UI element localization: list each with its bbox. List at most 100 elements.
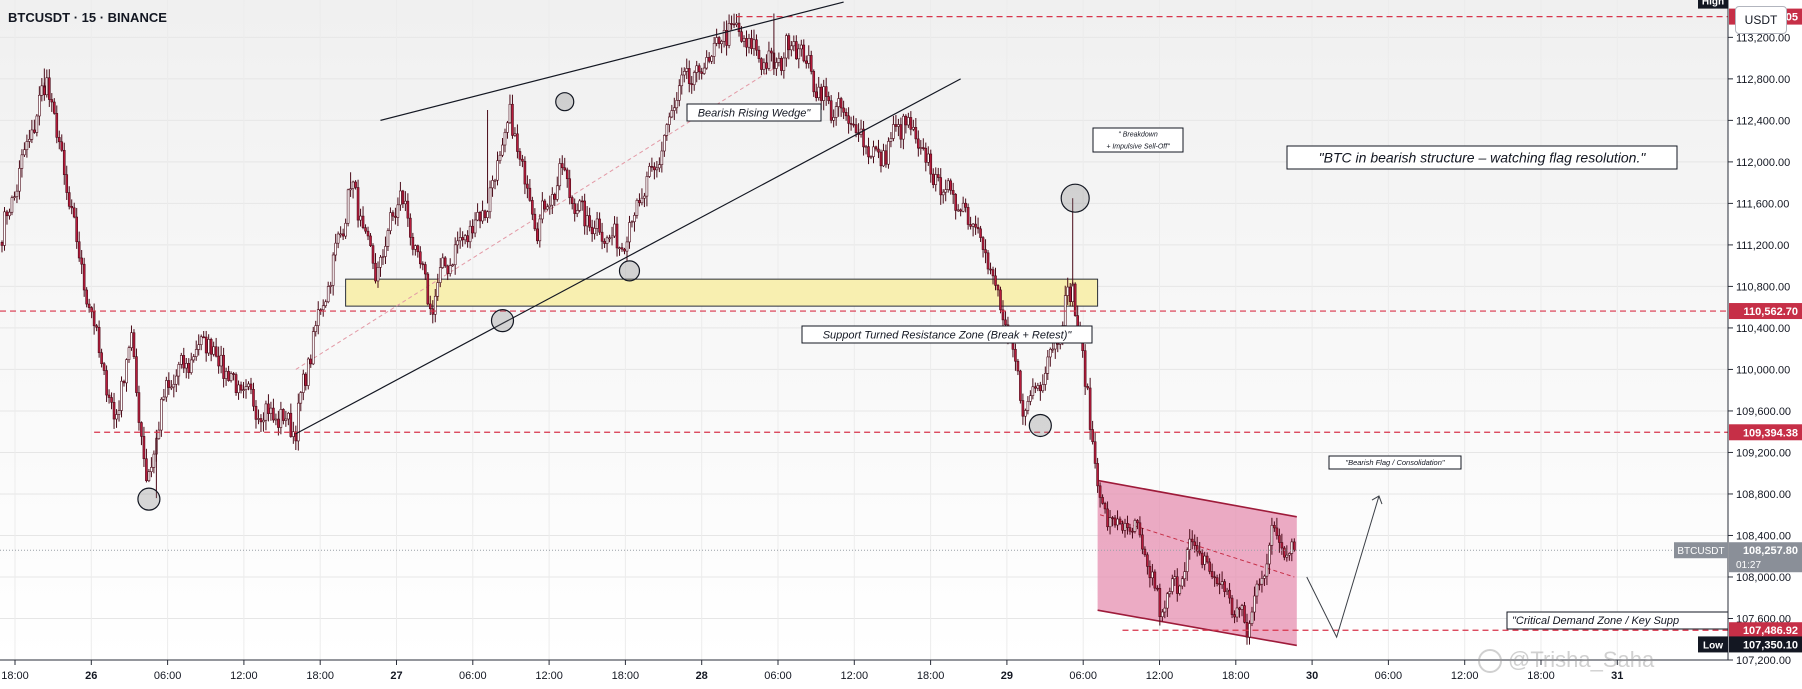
headline-label-text: "BTC in bearish structure – watching fla… [1319, 149, 1647, 165]
candle-body [570, 197, 574, 205]
candle-body [802, 44, 806, 62]
candle-body [660, 150, 664, 165]
candle-body [90, 307, 93, 313]
candle-body [971, 223, 975, 227]
candle-body [812, 71, 816, 93]
candle-body [1029, 395, 1032, 402]
candle-body [1151, 571, 1154, 579]
candle-body [97, 326, 101, 354]
candle-body [949, 180, 952, 191]
flag-upper-line [1097, 479, 1297, 518]
wedge-label-text: Bearish Rising Wedge" [698, 107, 812, 119]
candle-body [737, 22, 741, 33]
candle-body [817, 86, 821, 98]
candle-body [25, 141, 29, 151]
x-tick-label: 12:00 [841, 670, 869, 682]
zone-label-text: Support Turned Resistance Zone (Break + … [823, 329, 1073, 341]
candle-body [503, 132, 507, 146]
y-tick-label: 111,600.00 [1736, 198, 1789, 210]
candle-body [961, 202, 965, 212]
candle-body [152, 453, 156, 468]
candle-body [100, 352, 103, 364]
price-axis[interactable] [1728, 0, 1802, 689]
currency-button[interactable]: USDT [1735, 6, 1787, 34]
candle-body [282, 409, 285, 421]
candle-body [655, 167, 659, 171]
candle-body [553, 194, 557, 200]
candle-body [137, 392, 141, 423]
candle-body [732, 23, 736, 26]
candle-body [102, 363, 106, 371]
candle-body [364, 227, 367, 232]
candle-body [391, 212, 395, 217]
candle-body [650, 166, 654, 168]
candle-body [1168, 591, 1172, 595]
candle-body [1136, 520, 1139, 524]
wedge-label-box [686, 103, 822, 122]
candle-body [1233, 614, 1236, 618]
candle-body [623, 248, 626, 252]
candle-body [872, 146, 875, 157]
candle-body [824, 86, 828, 97]
candle-body [1171, 578, 1174, 592]
headline-label: "BTC in bearish structure – watching fla… [1286, 145, 1678, 170]
candle-body [423, 264, 427, 275]
swing-point-circle [1028, 413, 1052, 438]
candle-body [844, 112, 848, 117]
candle-body [289, 412, 293, 437]
candle-body [879, 151, 883, 167]
candle-body [902, 115, 905, 140]
candle-body [125, 359, 128, 384]
candle-body [951, 190, 955, 195]
candle-body [1098, 485, 1102, 498]
x-tick-label: 27 [390, 670, 402, 682]
candle-body [1034, 386, 1037, 389]
candle-body [1235, 607, 1239, 618]
candle-body [331, 254, 335, 286]
candle-body [884, 150, 888, 165]
candle-body [18, 168, 21, 192]
candle-body [1103, 503, 1107, 510]
y-tick-label: 107,200.00 [1736, 655, 1791, 667]
watermark-icon [1478, 649, 1502, 674]
y-tick-label: 112,000.00 [1736, 157, 1790, 169]
candle-body [40, 85, 44, 96]
candle-body [1026, 401, 1030, 411]
candle-body [1156, 587, 1159, 590]
candle-body [409, 217, 412, 238]
candle-body [1225, 589, 1229, 592]
candle-body [511, 103, 514, 136]
candle-body [172, 383, 176, 388]
candle-body [1208, 561, 1211, 572]
candle-body [869, 156, 873, 158]
candle-body [354, 181, 357, 188]
candle-body [1215, 577, 1219, 584]
candle-body [1138, 522, 1142, 536]
candle-body [1126, 523, 1129, 529]
candle-body [1116, 518, 1119, 526]
candle-body [613, 223, 616, 237]
candle-body [889, 138, 893, 142]
candle-body [336, 233, 340, 244]
candle-body [468, 225, 472, 243]
candle-body [264, 403, 268, 421]
candle-body [473, 219, 477, 234]
candle-body [334, 242, 337, 256]
candle-body [603, 240, 606, 244]
candle-body [85, 289, 88, 305]
candle-body [309, 358, 313, 365]
candle-body [919, 147, 923, 149]
candle-body [608, 237, 611, 240]
candle-body [924, 147, 928, 163]
candle-body [790, 45, 793, 51]
candle-body [536, 228, 539, 242]
candle-body [1220, 581, 1224, 586]
candle-body [194, 349, 198, 357]
candle-body [339, 233, 342, 236]
y-tick-label: 108,000.00 [1736, 572, 1791, 584]
time-axis[interactable] [0, 660, 1728, 689]
candle-body [120, 380, 123, 411]
candle-body [369, 235, 372, 246]
